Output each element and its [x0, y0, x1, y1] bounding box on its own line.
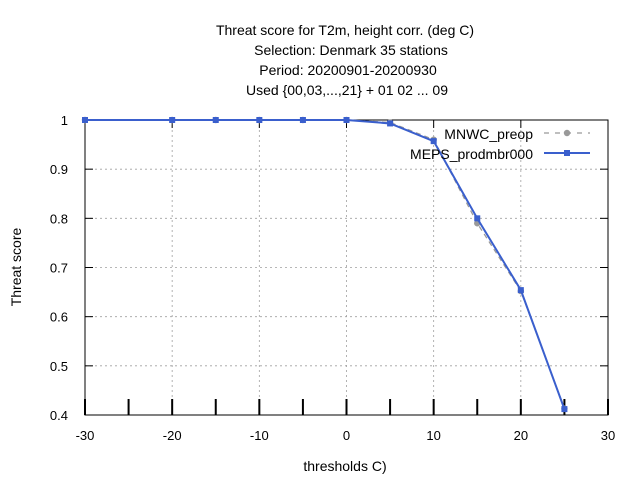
- axis-ticks: [84, 119, 609, 416]
- legend-marker-mnwc: [563, 129, 571, 137]
- title-line-4: Used {00,03,...,21} + 01 02 ... 09: [246, 82, 448, 98]
- legend-marker-meps: [564, 150, 570, 156]
- legend-label-mnwc: MNWC_preop: [444, 126, 533, 142]
- y-tick-label: 0.6: [50, 310, 68, 325]
- series-layer: [81, 116, 568, 413]
- data-point-series-1: [169, 117, 176, 123]
- x-tick-label: -30: [76, 428, 95, 443]
- data-point-series-1: [474, 215, 481, 222]
- y-tick-label: 0.7: [50, 261, 68, 276]
- title-line-3: Period: 20200901-20200930: [259, 62, 437, 78]
- series-line-0: [85, 119, 566, 409]
- x-tick-label: -20: [163, 428, 182, 443]
- x-tick-label: 0: [343, 428, 350, 443]
- x-axis-label: thresholds C): [303, 458, 386, 474]
- y-axis-label: Threat score: [8, 227, 24, 306]
- title-line-1: Threat score for T2m, height corr. (deg …: [216, 22, 474, 38]
- tick-labels: 0.4 0.5 0.6 0.7 0.8 0.9 1 -30 -20 -10 0 10 20 30: [50, 113, 615, 443]
- data-point-series-1: [299, 117, 306, 123]
- y-tick-label: 0.9: [50, 162, 68, 177]
- data-point-series-1: [343, 117, 350, 123]
- data-point-series-1: [82, 117, 88, 123]
- data-point-series-1: [517, 287, 524, 294]
- title-line-2: Selection: Denmark 35 stations: [254, 42, 448, 58]
- data-point-series-1: [561, 406, 568, 413]
- x-tick-label: 10: [426, 428, 440, 443]
- legend: MNWC_preop MEPS_prodmbr000: [410, 126, 590, 162]
- x-tick-label: 30: [601, 428, 615, 443]
- data-point-series-1: [387, 120, 394, 127]
- y-tick-label: 0.5: [50, 359, 68, 374]
- x-tick-label: 20: [514, 428, 528, 443]
- data-point-series-1: [430, 138, 437, 145]
- y-tick-label: 0.4: [50, 408, 68, 423]
- y-tick-label: 0.8: [50, 211, 68, 226]
- grid: [85, 120, 608, 415]
- data-point-series-1: [212, 117, 219, 123]
- chart-title: Threat score for T2m, height corr. (deg …: [216, 22, 474, 98]
- y-tick-label: 1: [61, 113, 68, 128]
- x-tick-label: -10: [250, 428, 269, 443]
- legend-label-meps: MEPS_prodmbr000: [410, 146, 533, 162]
- data-point-series-1: [256, 117, 263, 123]
